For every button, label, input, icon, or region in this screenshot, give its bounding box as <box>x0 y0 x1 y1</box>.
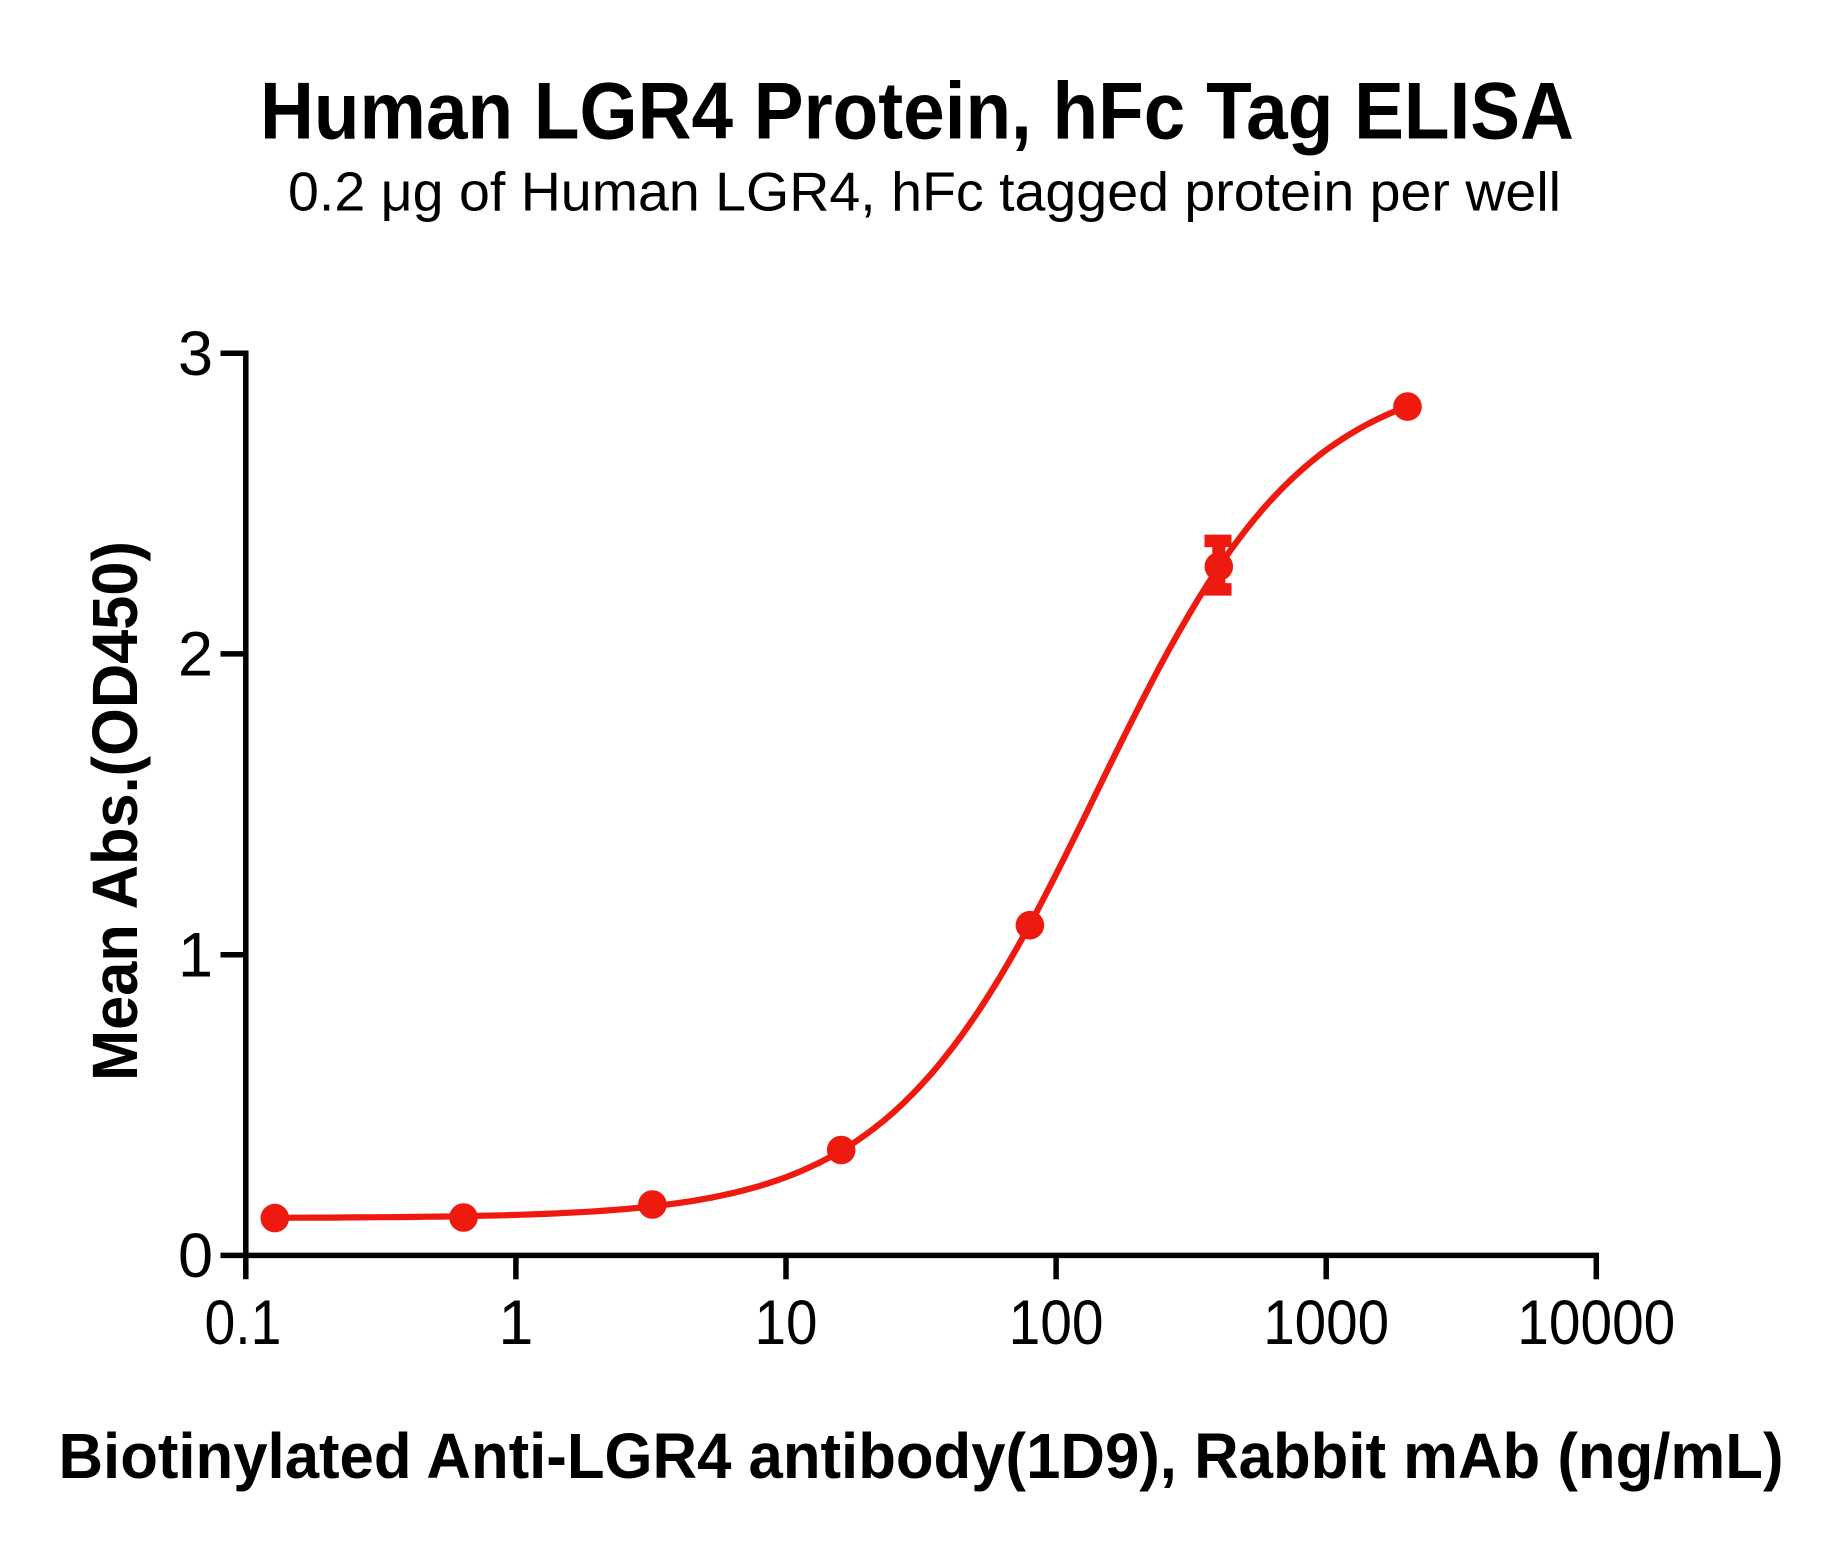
svg-text:Human LGR4 Protein, hFc Tag EL: Human LGR4 Protein, hFc Tag ELISA <box>260 67 1574 157</box>
svg-text:3: 3 <box>178 319 213 389</box>
svg-text:1: 1 <box>498 1288 533 1358</box>
svg-text:2: 2 <box>178 620 213 690</box>
svg-text:10: 10 <box>755 1288 818 1358</box>
svg-text:1: 1 <box>178 920 213 990</box>
svg-text:1000: 1000 <box>1263 1288 1389 1358</box>
svg-text:0.1: 0.1 <box>205 1288 282 1358</box>
svg-text:Biotinylated Anti-LGR4 antibod: Biotinylated Anti-LGR4 antibody(1D9), Ra… <box>59 1420 1784 1492</box>
svg-text:0: 0 <box>178 1221 213 1291</box>
svg-text:Mean Abs.(OD450): Mean Abs.(OD450) <box>79 541 151 1081</box>
svg-text:100: 100 <box>1009 1288 1104 1358</box>
svg-text:10000: 10000 <box>1517 1288 1675 1358</box>
svg-text:0.2 μg of Human LGR4, hFc tagg: 0.2 μg of Human LGR4, hFc tagged protein… <box>288 161 1561 223</box>
